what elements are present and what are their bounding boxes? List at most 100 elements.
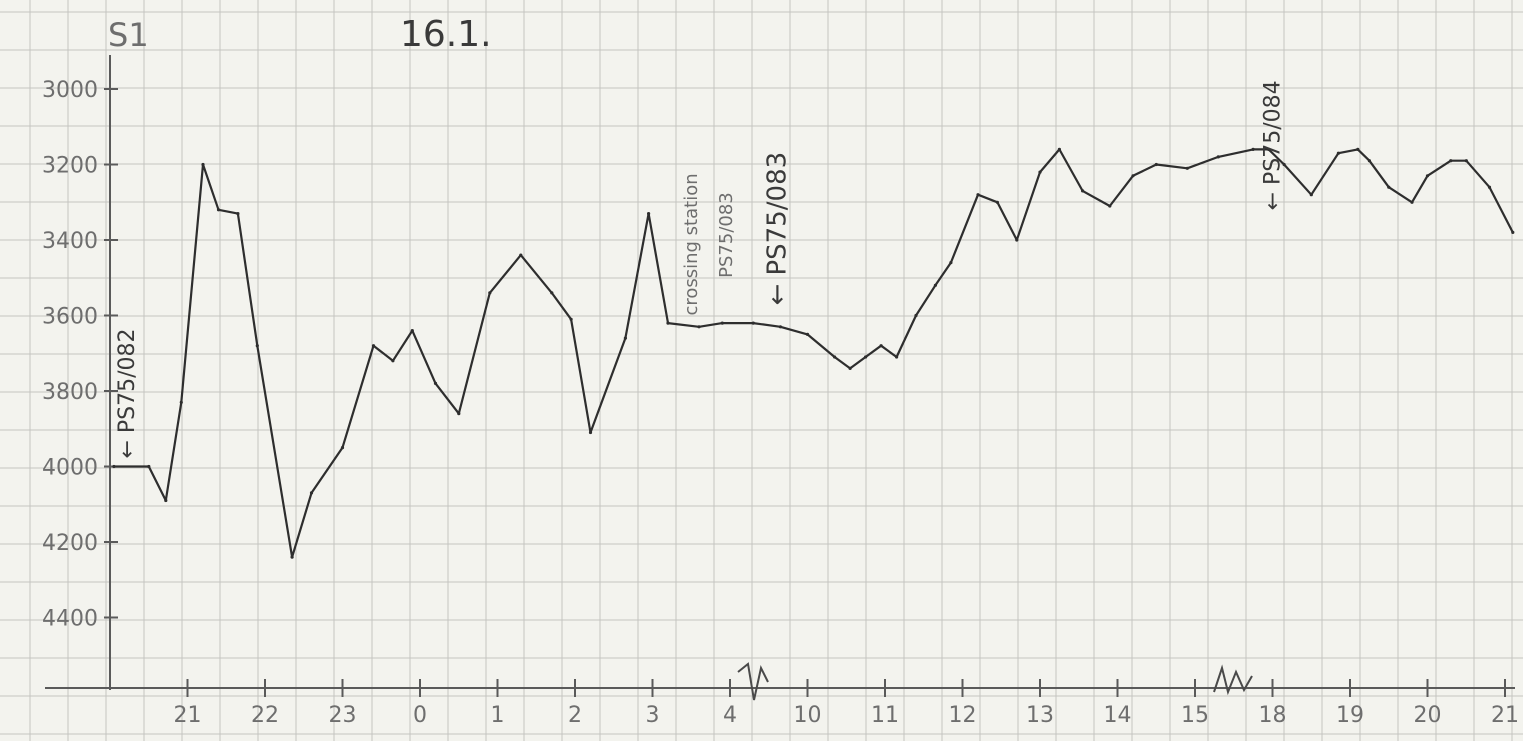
series-point bbox=[1425, 174, 1430, 178]
x-tick-label: 0 bbox=[413, 703, 427, 728]
series-point bbox=[864, 355, 868, 359]
series-point bbox=[1309, 193, 1313, 197]
y-tick-label: 4000 bbox=[42, 456, 98, 481]
x-tick-label: 12 bbox=[949, 703, 977, 728]
series-point bbox=[588, 430, 593, 435]
series-group bbox=[112, 147, 1515, 559]
y-tick-label: 3400 bbox=[42, 229, 98, 254]
series-point bbox=[410, 329, 414, 333]
series-point bbox=[147, 464, 151, 469]
x-tick-label: 13 bbox=[1026, 703, 1054, 728]
y-tick-label: 3200 bbox=[42, 154, 98, 179]
series-point bbox=[1038, 170, 1042, 174]
series-point bbox=[1057, 147, 1061, 151]
series-point bbox=[647, 212, 651, 216]
series-point bbox=[164, 498, 168, 503]
series-point bbox=[1267, 147, 1271, 151]
annotation-label: crossing station bbox=[681, 173, 702, 315]
series-point bbox=[697, 325, 701, 329]
series-point bbox=[879, 344, 883, 348]
series-point bbox=[179, 400, 183, 404]
x-tick-label: 15 bbox=[1181, 703, 1209, 728]
series-point bbox=[1282, 162, 1286, 167]
x-tick-label: 22 bbox=[251, 703, 279, 728]
x-tick-label: 20 bbox=[1414, 703, 1442, 728]
series-point bbox=[391, 359, 395, 363]
series-point bbox=[914, 313, 918, 318]
series-point bbox=[1185, 166, 1189, 170]
x-tick-label: 19 bbox=[1336, 703, 1364, 728]
series-point bbox=[1216, 155, 1220, 159]
series-point bbox=[833, 355, 837, 359]
series-point bbox=[1387, 185, 1391, 189]
series-point bbox=[1487, 185, 1492, 189]
series-point bbox=[519, 253, 523, 257]
series-point bbox=[805, 332, 810, 336]
x-tick-label: 10 bbox=[794, 703, 822, 728]
x-tick-label: 21 bbox=[174, 703, 202, 728]
x-tick-label: 18 bbox=[1259, 703, 1287, 728]
series-point bbox=[1081, 189, 1085, 193]
series-point bbox=[1015, 238, 1019, 242]
x-axis-break-mark bbox=[1213, 664, 1253, 696]
annotations: ← PS75/082 crossing station PS75/083 ← PS75… bbox=[115, 80, 1286, 458]
series-point bbox=[1154, 162, 1158, 167]
series-point bbox=[623, 336, 628, 340]
series-point bbox=[995, 200, 1000, 204]
series-point bbox=[949, 261, 953, 265]
x-ticks: 21 22 23 0 1 2 3 4 10 11 12 13 14 15 18 19 20 21 bbox=[174, 679, 1519, 728]
series-point bbox=[569, 317, 573, 321]
series-point bbox=[751, 321, 755, 325]
series-point bbox=[933, 283, 938, 287]
series-point bbox=[112, 464, 116, 469]
series-point bbox=[848, 366, 852, 370]
series-point bbox=[216, 208, 221, 212]
series-point bbox=[290, 555, 294, 559]
series-point bbox=[1410, 200, 1414, 204]
series-point bbox=[1108, 204, 1112, 208]
y-tick-label: 4400 bbox=[42, 607, 98, 632]
annotation-label: PS75/083 bbox=[716, 192, 737, 278]
series-point bbox=[371, 344, 376, 348]
series-point bbox=[976, 193, 980, 197]
series-point bbox=[201, 162, 205, 167]
annotation-label: ← PS75/084 bbox=[1261, 80, 1286, 210]
series-point bbox=[1464, 159, 1468, 163]
y-tick-label: 3800 bbox=[42, 380, 98, 405]
series-point bbox=[1336, 151, 1340, 155]
y-ticks: 3000 3200 3400 3600 3800 4000 4200 4400 bbox=[42, 78, 118, 632]
series-point bbox=[1356, 147, 1360, 151]
x-tick-label: 4 bbox=[723, 703, 737, 728]
x-axis-break-mark bbox=[737, 662, 769, 701]
series-point bbox=[666, 321, 670, 325]
y-tick-label: 3000 bbox=[42, 78, 98, 103]
x-tick-label: 2 bbox=[568, 703, 582, 728]
series-point bbox=[778, 325, 783, 329]
date-label: 16.1. bbox=[400, 14, 492, 55]
series-point bbox=[236, 212, 240, 216]
y-tick-label: 4200 bbox=[42, 531, 98, 556]
sheet-label: S1 bbox=[108, 16, 149, 54]
series-point bbox=[895, 355, 899, 359]
series-point bbox=[1251, 147, 1255, 151]
series-point bbox=[433, 381, 438, 385]
y-tick-label: 3600 bbox=[42, 305, 98, 330]
series-point bbox=[340, 446, 345, 450]
series-point bbox=[720, 321, 724, 325]
series-point bbox=[1511, 230, 1515, 234]
x-tick-label: 3 bbox=[646, 703, 660, 728]
series-point bbox=[1131, 174, 1135, 178]
x-tick-label: 23 bbox=[329, 703, 357, 728]
series-point bbox=[457, 412, 461, 416]
x-tick-label: 14 bbox=[1104, 703, 1132, 728]
chart-axes bbox=[45, 55, 1515, 701]
series-point bbox=[1367, 159, 1371, 163]
x-tick-label: 21 bbox=[1491, 703, 1519, 728]
series-line bbox=[113, 148, 1514, 559]
x-tick-label: 11 bbox=[871, 703, 899, 728]
series-point bbox=[550, 291, 554, 295]
x-tick-label: 1 bbox=[491, 703, 505, 728]
annotation-label: ← PS75/082 bbox=[115, 328, 140, 458]
